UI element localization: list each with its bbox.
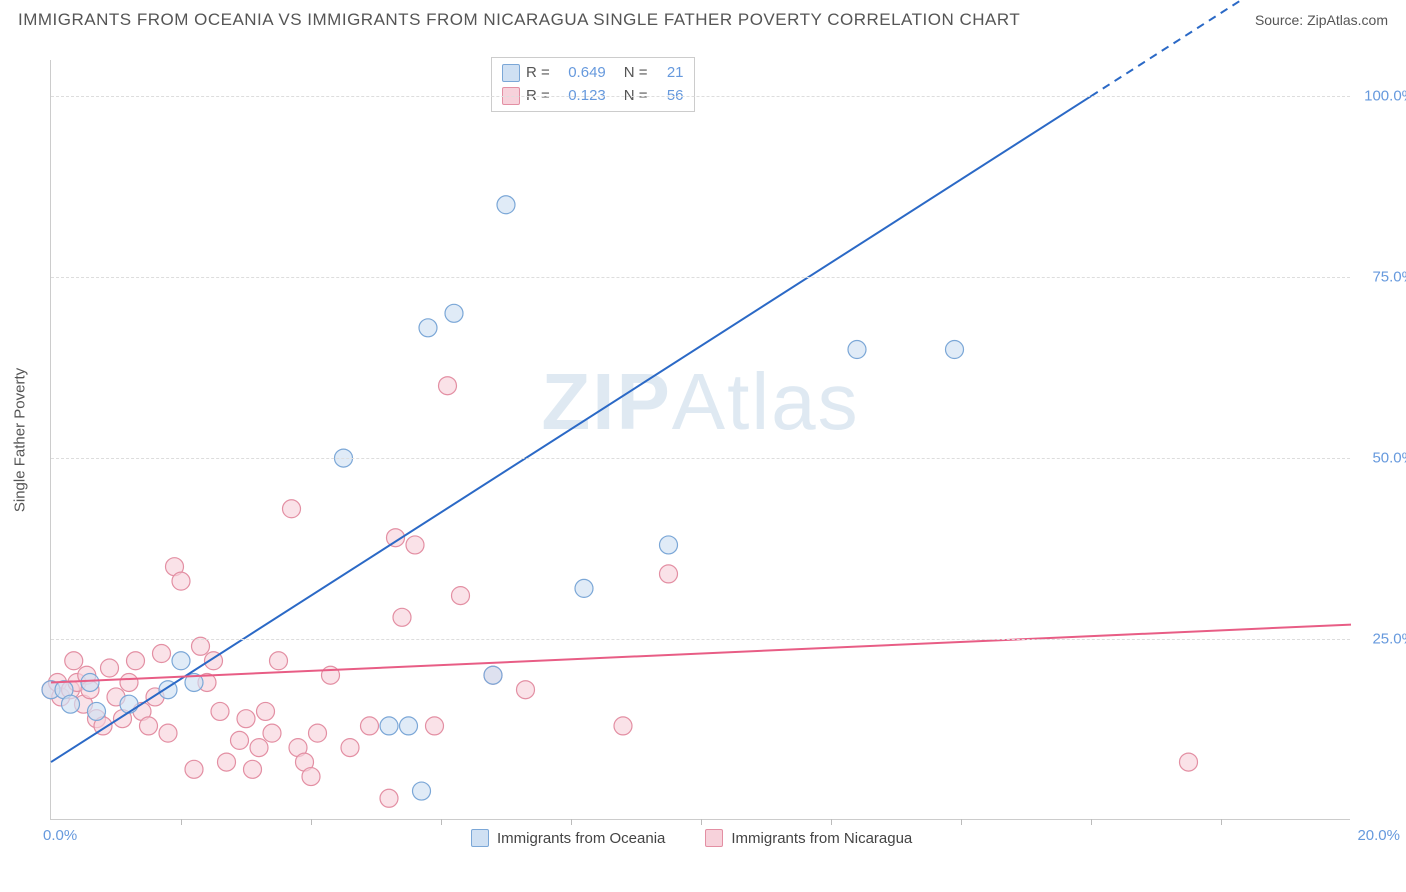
data-point — [575, 579, 593, 597]
legend-label: Immigrants from Oceania — [497, 830, 665, 847]
gridline-horizontal — [51, 458, 1350, 459]
data-point — [393, 608, 411, 626]
legend-item-nicaragua: Immigrants from Nicaragua — [705, 829, 912, 847]
data-point — [406, 536, 424, 554]
x-tick-mark — [311, 819, 312, 825]
data-point — [614, 717, 632, 735]
data-point — [426, 717, 444, 735]
data-point — [380, 717, 398, 735]
data-point — [517, 681, 535, 699]
data-point — [250, 739, 268, 757]
data-point — [101, 659, 119, 677]
y-tick-label: 25.0% — [1372, 631, 1406, 648]
chart-svg — [51, 60, 1351, 820]
data-point — [127, 652, 145, 670]
legend-item-oceania: Immigrants from Oceania — [471, 829, 665, 847]
y-tick-label: 100.0% — [1364, 88, 1406, 105]
x-tick-mark — [701, 819, 702, 825]
data-point — [270, 652, 288, 670]
source-attribution: Source: ZipAtlas.com — [1255, 12, 1388, 28]
data-point — [172, 652, 190, 670]
data-point — [484, 666, 502, 684]
x-tick-mark — [1091, 819, 1092, 825]
y-axis-label: Single Father Poverty — [12, 368, 29, 512]
data-point — [120, 695, 138, 713]
data-point — [140, 717, 158, 735]
data-point — [283, 500, 301, 518]
data-point — [1180, 753, 1198, 771]
legend-swatch — [705, 829, 723, 847]
legend-label: Immigrants from Nicaragua — [731, 830, 912, 847]
data-point — [660, 536, 678, 554]
data-point — [452, 587, 470, 605]
series-legend: Immigrants from Oceania Immigrants from … — [471, 829, 912, 847]
data-point — [263, 724, 281, 742]
data-point — [257, 702, 275, 720]
data-point — [946, 341, 964, 359]
data-point — [419, 319, 437, 337]
chart-title: IMMIGRANTS FROM OCEANIA VS IMMIGRANTS FR… — [18, 10, 1020, 30]
data-point — [302, 768, 320, 786]
x-tick-mark — [441, 819, 442, 825]
data-point — [497, 196, 515, 214]
x-tick-mark — [961, 819, 962, 825]
x-tick-label: 0.0% — [43, 827, 77, 844]
data-point — [231, 731, 249, 749]
data-point — [65, 652, 83, 670]
data-point — [341, 739, 359, 757]
data-point — [361, 717, 379, 735]
plot-area: ZIPAtlas R =0.649N =21R =0.123N =56 Immi… — [50, 60, 1350, 820]
data-point — [62, 695, 80, 713]
trend-line — [51, 96, 1091, 762]
data-point — [848, 341, 866, 359]
data-point — [413, 782, 431, 800]
gridline-horizontal — [51, 96, 1350, 97]
y-tick-label: 75.0% — [1372, 269, 1406, 286]
data-point — [400, 717, 418, 735]
x-tick-mark — [1221, 819, 1222, 825]
data-point — [120, 673, 138, 691]
data-point — [81, 673, 99, 691]
data-point — [185, 760, 203, 778]
data-point — [172, 572, 190, 590]
data-point — [244, 760, 262, 778]
x-tick-mark — [831, 819, 832, 825]
data-point — [88, 702, 106, 720]
legend-swatch — [471, 829, 489, 847]
data-point — [439, 377, 457, 395]
data-point — [218, 753, 236, 771]
data-point — [153, 645, 171, 663]
y-tick-label: 50.0% — [1372, 450, 1406, 467]
data-point — [380, 789, 398, 807]
data-point — [309, 724, 327, 742]
gridline-horizontal — [51, 639, 1350, 640]
chart-container: Single Father Poverty ZIPAtlas R =0.649N… — [50, 60, 1350, 820]
x-tick-mark — [181, 819, 182, 825]
data-point — [211, 702, 229, 720]
x-tick-mark — [571, 819, 572, 825]
x-tick-label: 20.0% — [1357, 827, 1400, 844]
data-point — [445, 304, 463, 322]
trend-line — [51, 625, 1351, 683]
gridline-horizontal — [51, 277, 1350, 278]
data-point — [159, 724, 177, 742]
data-point — [237, 710, 255, 728]
data-point — [660, 565, 678, 583]
